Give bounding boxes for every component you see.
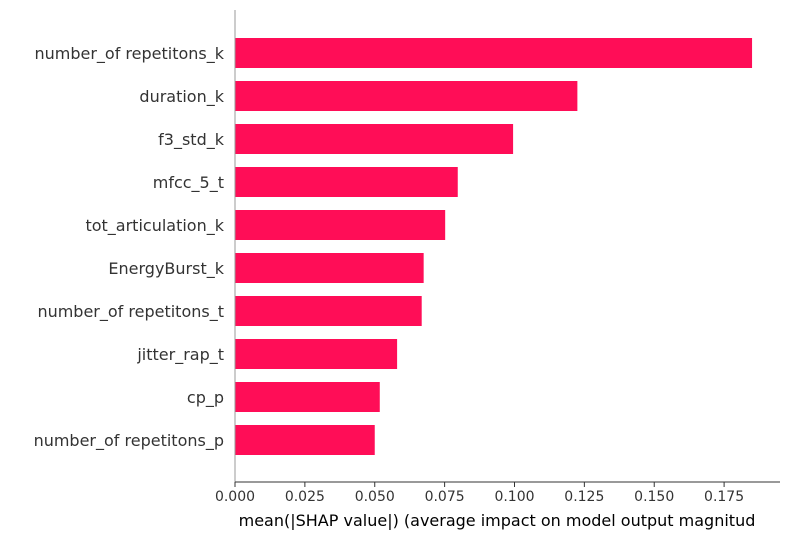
x-tick-label: 0.050 bbox=[355, 489, 395, 505]
bar-5 bbox=[235, 253, 424, 283]
x-tick-label: 0.175 bbox=[704, 489, 744, 505]
category-label: cp_p bbox=[187, 388, 224, 408]
category-label: duration_k bbox=[139, 87, 224, 107]
x-tick-label: 0.125 bbox=[564, 489, 604, 505]
category-label: f3_std_k bbox=[158, 130, 225, 150]
bar-7 bbox=[235, 339, 398, 369]
bar-0 bbox=[235, 38, 753, 68]
x-axis-label: mean(|SHAP value|) (average impact on mo… bbox=[239, 511, 756, 530]
category-label: tot_articulation_k bbox=[85, 216, 224, 236]
x-tick-label: 0.075 bbox=[425, 489, 465, 505]
category-label: number_of repetitons_t bbox=[37, 302, 224, 322]
bar-9 bbox=[235, 425, 375, 455]
x-tick-label: 0.025 bbox=[285, 489, 325, 505]
category-label: number_of repetitons_p bbox=[34, 431, 224, 451]
bar-1 bbox=[235, 81, 578, 111]
bars-group bbox=[235, 38, 753, 455]
x-tick-label: 0.000 bbox=[215, 489, 255, 505]
bar-4 bbox=[235, 210, 446, 240]
category-labels: number_of repetitons_k duration_k f3_std_k… bbox=[34, 44, 225, 451]
bar-2 bbox=[235, 124, 514, 154]
category-label: jitter_rap_t bbox=[136, 345, 224, 365]
category-label: EnergyBurst_k bbox=[108, 259, 224, 279]
x-tick-label: 0.150 bbox=[634, 489, 674, 505]
bar-3 bbox=[235, 167, 458, 197]
category-label: mfcc_5_t bbox=[153, 173, 224, 193]
category-label: number_of repetitons_k bbox=[34, 44, 224, 64]
bar-8 bbox=[235, 382, 380, 412]
bar-6 bbox=[235, 296, 422, 326]
x-tick-label: 0.100 bbox=[494, 489, 534, 505]
x-ticks-group: 0.000 0.025 0.050 0.075 0.100 0.125 0.150 0.175 bbox=[215, 482, 744, 505]
